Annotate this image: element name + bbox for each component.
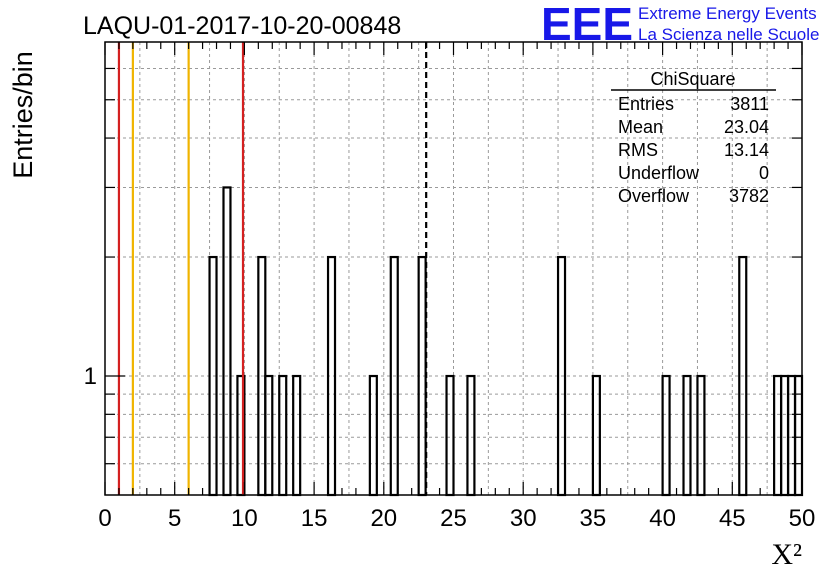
- x-tick-label: 40: [649, 505, 676, 532]
- stats-name: ChiSquare: [650, 69, 735, 89]
- x-tick-label: 50: [789, 505, 816, 532]
- histogram-bin: [222, 186, 232, 497]
- stats-value-entries: 3811: [730, 94, 769, 114]
- reference-lines: [117, 42, 428, 495]
- stats-value-mean: 23.04: [724, 117, 769, 137]
- x-tick-label: 15: [301, 505, 328, 532]
- stats-value-underflow: 0: [759, 163, 769, 183]
- x-tick-label: 45: [719, 505, 746, 532]
- histogram-bin: [661, 374, 671, 497]
- y-axis-label: Entries/bin: [8, 51, 38, 179]
- x-tick-label: 25: [440, 505, 467, 532]
- stats-label-rms: RMS: [618, 140, 658, 160]
- x-tick-label: 0: [98, 505, 111, 532]
- axis-ticks: [104, 42, 803, 495]
- y-tick-label: 1: [84, 363, 97, 390]
- histogram-bin: [292, 374, 302, 497]
- stats-value-rms: 13.14: [724, 140, 769, 160]
- x-tick-label: 10: [231, 505, 258, 532]
- logo-line-1: Extreme Energy Events: [638, 4, 817, 23]
- histogram-bin: [682, 374, 692, 497]
- stats-label-mean: Mean: [618, 117, 663, 137]
- logo-mark: EEE: [541, 0, 633, 50]
- y-tick-labels: 1: [84, 363, 97, 390]
- histogram-bin: [326, 255, 337, 497]
- logo-line-2: La Scienza nelle Scuole: [638, 25, 819, 44]
- stats-label-underflow: Underflow: [618, 163, 700, 183]
- x-tick-label: 35: [580, 505, 607, 532]
- x-tick-label: 5: [168, 505, 181, 532]
- histogram-bin: [445, 374, 455, 497]
- histogram-bin: [417, 255, 427, 497]
- histogram-bin: [466, 374, 476, 497]
- chart-title: LAQU-01-2017-10-20-00848: [83, 12, 401, 40]
- x-tick-label: 20: [370, 505, 397, 532]
- x-tick-labels: 0 5 10 15 20 25 30 35 40 45 50: [98, 505, 815, 532]
- eee-logo: EEE Extreme Energy Events La Scienza nel…: [541, 0, 819, 50]
- x-tick-label: 30: [510, 505, 537, 532]
- stats-value-overflow: 3782: [729, 186, 769, 206]
- stats-label-overflow: Overflow: [618, 186, 690, 206]
- histogram: [208, 186, 804, 497]
- histogram-bin: [368, 374, 378, 497]
- histogram-bin: [591, 374, 601, 497]
- x-axis-label: X²: [771, 538, 802, 571]
- stats-box: ChiSquare Entries 3811 Mean 23.04 RMS 13…: [611, 69, 776, 206]
- histogram-bin: [278, 374, 288, 497]
- stats-label-entries: Entries: [618, 94, 674, 114]
